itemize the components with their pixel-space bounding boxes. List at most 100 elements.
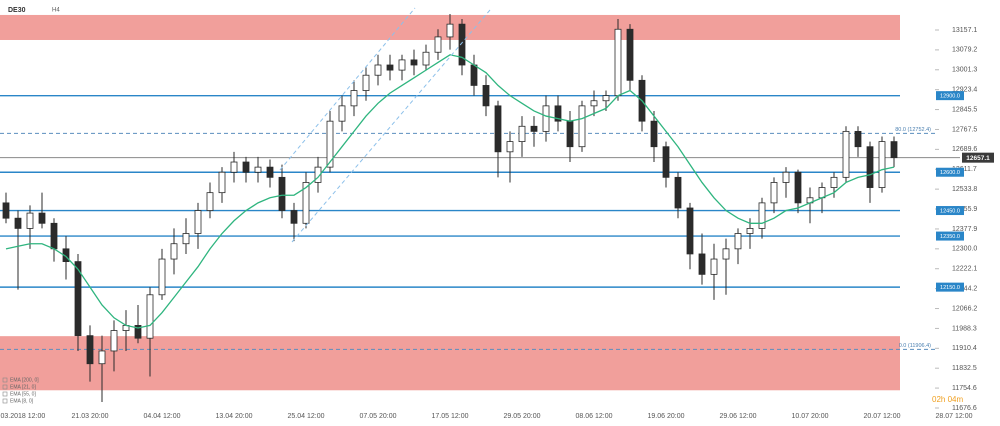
candle-body [830, 176, 838, 188]
level-tag [936, 231, 964, 241]
channel-line [291, 9, 491, 243]
candle-body [710, 258, 718, 275]
level-tag [936, 282, 964, 292]
channel-line [279, 7, 416, 171]
x-tick-label: 04.04 12:00 [144, 413, 181, 420]
y-tick-label: 11676.6 [952, 405, 977, 412]
candle-body [266, 166, 274, 178]
legend-icon [2, 398, 8, 404]
x-tick-label: 29.06 12:00 [720, 413, 757, 420]
candle-body [458, 23, 466, 66]
candle-body [50, 222, 58, 250]
x-tick-label: 21.03 20:00 [72, 413, 109, 420]
candle-body [734, 233, 742, 250]
candle-body [2, 202, 10, 219]
candle-body [470, 64, 478, 86]
candle-body [158, 258, 166, 296]
candle-body [662, 146, 670, 178]
candle-body [650, 120, 658, 148]
y-tick-label: 13157.1 [952, 27, 977, 34]
x-tick-label: 17.05 12:00 [432, 413, 469, 420]
level-tag [936, 91, 964, 101]
level-label: 12350.0 [940, 234, 960, 240]
candle-body [674, 176, 682, 209]
candle-body [350, 90, 358, 107]
candle-body [242, 161, 250, 173]
candle-body [38, 212, 46, 224]
candle-body [446, 23, 454, 38]
y-tick-label: 12923.4 [952, 87, 977, 94]
candle-body [218, 171, 226, 194]
legend-icon [2, 377, 8, 383]
level-label: 12600.0 [940, 170, 960, 176]
level-label: 12450.0 [940, 208, 960, 214]
candle-body [14, 217, 22, 229]
candle-body [782, 171, 790, 183]
candle-body [146, 294, 154, 339]
x-tick-label: 08.06 12:00 [576, 413, 613, 420]
candle-body [74, 261, 82, 337]
y-tick-label: 11910.4 [952, 345, 977, 352]
y-tick-label: 12767.5 [952, 126, 977, 133]
timeframe[interactable]: H4 [52, 8, 60, 14]
ema-line [5, 54, 895, 329]
y-tick-label: 12611.7 [952, 166, 977, 173]
candle-body [386, 64, 394, 71]
y-tick-label: 12300.0 [952, 246, 977, 253]
candle-body [182, 233, 190, 245]
candle-body [626, 28, 634, 81]
candle-body [494, 105, 502, 153]
x-tick-label: 12.03.2018 12:00 [0, 413, 45, 420]
y-tick-label: 12689.6 [952, 146, 977, 153]
x-tick-label: 20.07 12:00 [864, 413, 901, 420]
candle-body [134, 325, 142, 339]
x-tick-label: 28.07 12:00 [936, 413, 973, 420]
candle-body [890, 141, 898, 159]
zone [0, 336, 900, 391]
x-tick-label: 29.05 20:00 [504, 413, 541, 420]
candle-body [686, 207, 694, 255]
candle-body [254, 166, 262, 173]
candle-body [878, 141, 886, 188]
fib-label: 80.0 (12752.4) [895, 127, 931, 133]
y-tick-label: 12455.9 [952, 206, 977, 213]
candle-body [422, 51, 430, 66]
candle-body [338, 105, 346, 122]
y-tick-label: 11754.6 [952, 385, 977, 392]
y-tick-label: 11988.3 [952, 325, 977, 332]
candle-body [590, 100, 598, 107]
x-tick-label: 07.05 20:00 [360, 413, 397, 420]
legend-entry: EMA [21, 0] [10, 384, 36, 390]
candle-body [854, 130, 862, 148]
y-tick-label: 13001.3 [952, 67, 977, 74]
candle-body [602, 95, 610, 102]
candle-body [746, 228, 754, 234]
candle-body [794, 171, 802, 204]
candle-body [542, 105, 550, 132]
candle-body [518, 125, 526, 143]
candle-body [410, 59, 418, 66]
legend-icon [2, 391, 8, 397]
candle-body [194, 210, 202, 234]
candle-body [554, 105, 562, 122]
x-tick-label: 10.07 20:00 [792, 413, 829, 420]
candle-body [362, 74, 370, 91]
candle-body [530, 125, 538, 132]
legend-entry: EMA [8, 0] [10, 398, 34, 404]
candle-body [770, 182, 778, 204]
symbol: DE30 [8, 7, 26, 14]
candle-body [26, 212, 34, 229]
y-tick-label: 13079.2 [952, 47, 977, 54]
candle-body [482, 85, 490, 107]
current-price-tag [962, 152, 994, 163]
candle-body [434, 36, 442, 53]
x-tick-label: 19.06 20:00 [648, 413, 685, 420]
y-tick-label: 12845.5 [952, 106, 977, 113]
legend-icon [2, 384, 8, 390]
level-tag [936, 167, 964, 177]
x-tick-label: 13.04 20:00 [216, 413, 253, 420]
candle-body [758, 202, 766, 229]
candle-body [866, 146, 874, 188]
level-label: 12900.0 [940, 94, 960, 100]
candle-body [230, 161, 238, 173]
